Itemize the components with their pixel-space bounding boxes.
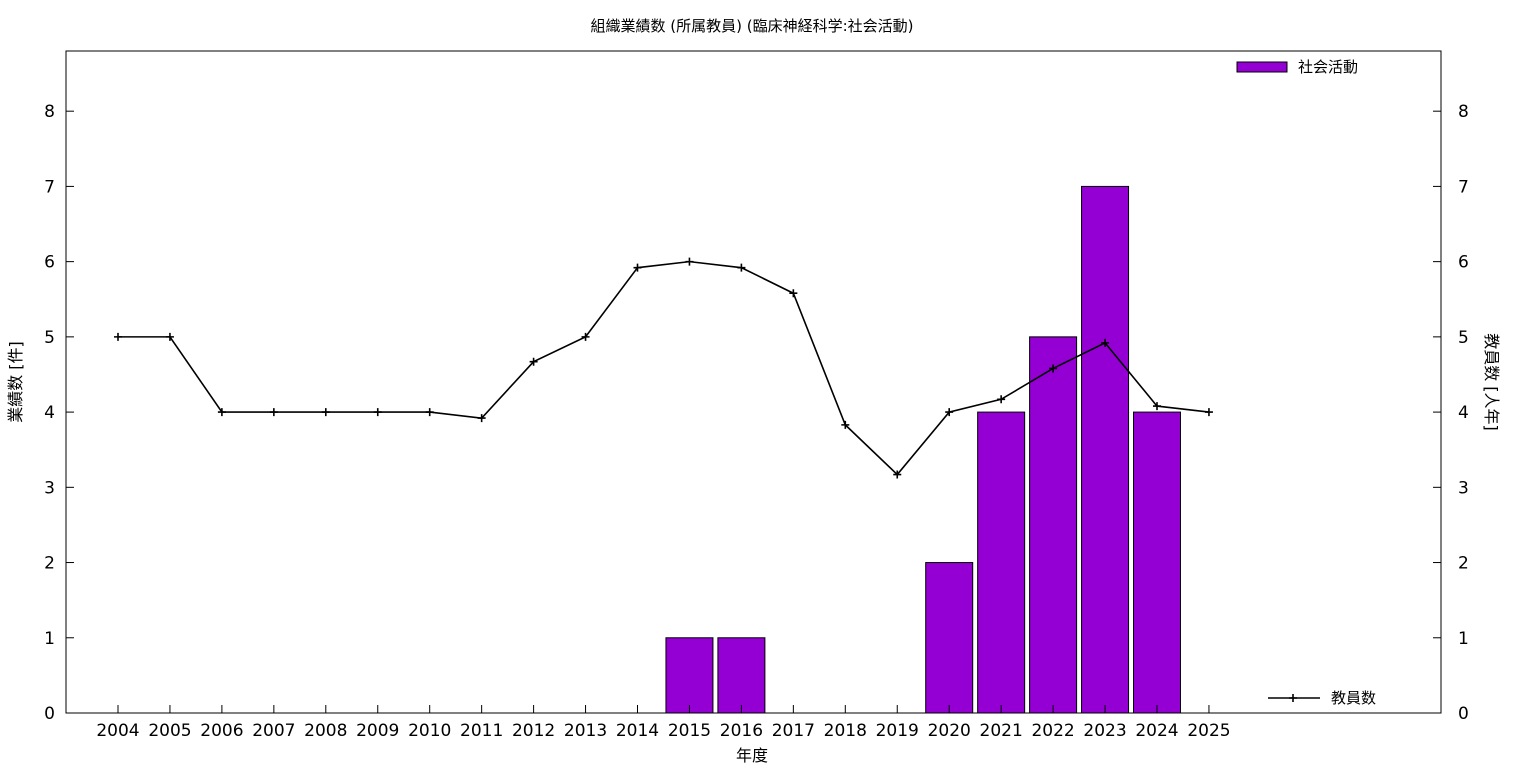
y-tick-label: 2: [44, 554, 55, 574]
chart-title: 組織業績数 (所属教員) (臨床神経科学:社会活動): [590, 17, 913, 35]
line-point-2016: [737, 263, 746, 272]
y2-tick-label: 7: [1458, 177, 1469, 197]
y-axis-ticks: 0 1 2 3 4 5 6 7 8: [44, 102, 74, 724]
line-series: [118, 260, 1210, 476]
x-tick-label: 2025: [1187, 721, 1230, 741]
y2-axis-label: 教員数 [人年]: [1482, 333, 1501, 431]
x-tick-label: 2019: [876, 721, 919, 741]
line-point-2024: [1153, 402, 1161, 411]
line-point-2023: [1101, 338, 1110, 347]
line-point-2014: [633, 263, 642, 272]
bar-2023: [1081, 185, 1130, 714]
bar-2020: [925, 562, 974, 714]
x-tick-label: 2004: [96, 721, 139, 741]
x-tick-label: 2007: [252, 721, 295, 741]
line-point-2004: [114, 332, 122, 341]
x-tick-label: 2017: [772, 721, 815, 741]
line-point-2007: [269, 408, 278, 417]
y2-tick-label: 6: [1458, 253, 1469, 273]
line-point-2022: [1049, 364, 1058, 373]
x-tick-label: 2012: [512, 721, 555, 741]
bar-2021: [977, 411, 1026, 714]
y2-tick-label: 5: [1458, 328, 1469, 348]
x-tick-label: 2006: [200, 721, 243, 741]
y-tick-label: 6: [44, 253, 55, 273]
legend-line-label: 教員数: [1331, 689, 1376, 707]
bar-2022: [1029, 336, 1078, 714]
line-point-2005: [165, 332, 174, 341]
line-point-2006: [217, 408, 226, 417]
x-tick-label: 2024: [1135, 721, 1178, 741]
line-point-2020: [945, 408, 954, 417]
line-point-2017: [789, 289, 798, 298]
line-layer: [114, 257, 1213, 479]
line-point-2015: [685, 257, 694, 266]
legend-bar-label: 社会活動: [1298, 58, 1358, 76]
y2-tick-label: 8: [1458, 102, 1469, 122]
x-tick-label: 2023: [1083, 721, 1126, 741]
legend-line: 教員数: [1268, 689, 1376, 707]
y-tick-label: 3: [44, 478, 55, 498]
y2-tick-label: 1: [1458, 629, 1469, 649]
line-point-2019: [893, 470, 902, 479]
x-tick-label: 2020: [928, 721, 971, 741]
plot-frame: [65, 50, 1442, 714]
y-tick-label: 0: [44, 704, 55, 724]
line-point-2012: [529, 357, 538, 366]
x-tick-label: 2008: [304, 721, 347, 741]
legend-line-marker: [1289, 694, 1297, 702]
x-tick-label: 2014: [616, 721, 659, 741]
line-point-2013: [581, 332, 590, 341]
line-point-2018: [841, 420, 850, 429]
bar-2015: [665, 637, 714, 714]
line-point-2025: [1204, 408, 1213, 417]
line-point-2008: [321, 408, 330, 417]
legend-bar-swatch: [1236, 61, 1288, 73]
line-point-2010: [425, 408, 434, 417]
x-tick-label: 2016: [720, 721, 763, 741]
x-axis-ticks: 2004 2005 2006 2007 2008 2009 2010 2011 2012 2013…: [96, 705, 1231, 741]
y-tick-label: 4: [44, 403, 55, 423]
y2-tick-label: 2: [1458, 554, 1469, 574]
x-tick-label: 2022: [1031, 721, 1074, 741]
y2-tick-label: 3: [1458, 478, 1469, 498]
y2-axis-ticks: 0 1 2 3 4 5 6 7 8: [1433, 102, 1469, 724]
bar-2016: [717, 637, 766, 714]
x-axis-label: 年度: [736, 746, 768, 765]
x-tick-label: 2009: [356, 721, 399, 741]
legend-bar: 社会活動: [1236, 58, 1358, 76]
x-tick-label: 2021: [980, 721, 1023, 741]
y-tick-label: 8: [44, 102, 55, 122]
bar-2024: [1133, 411, 1181, 714]
line-point-2011: [477, 414, 486, 423]
bars-layer: [665, 185, 1181, 714]
line-point-2021: [997, 395, 1006, 404]
y-tick-label: 1: [44, 629, 55, 649]
x-tick-label: 2018: [824, 721, 867, 741]
y2-tick-label: 0: [1458, 704, 1469, 724]
y-tick-label: 7: [44, 177, 55, 197]
y2-tick-label: 4: [1458, 403, 1469, 423]
x-tick-label: 2011: [460, 721, 503, 741]
line-point-2009: [373, 408, 382, 417]
y-axis-label: 業績数 [件]: [6, 341, 25, 423]
y-tick-label: 5: [44, 328, 55, 348]
x-tick-label: 2010: [408, 721, 451, 741]
x-tick-label: 2015: [668, 721, 711, 741]
x-tick-label: 2013: [564, 721, 607, 741]
x-tick-label: 2005: [148, 721, 191, 741]
